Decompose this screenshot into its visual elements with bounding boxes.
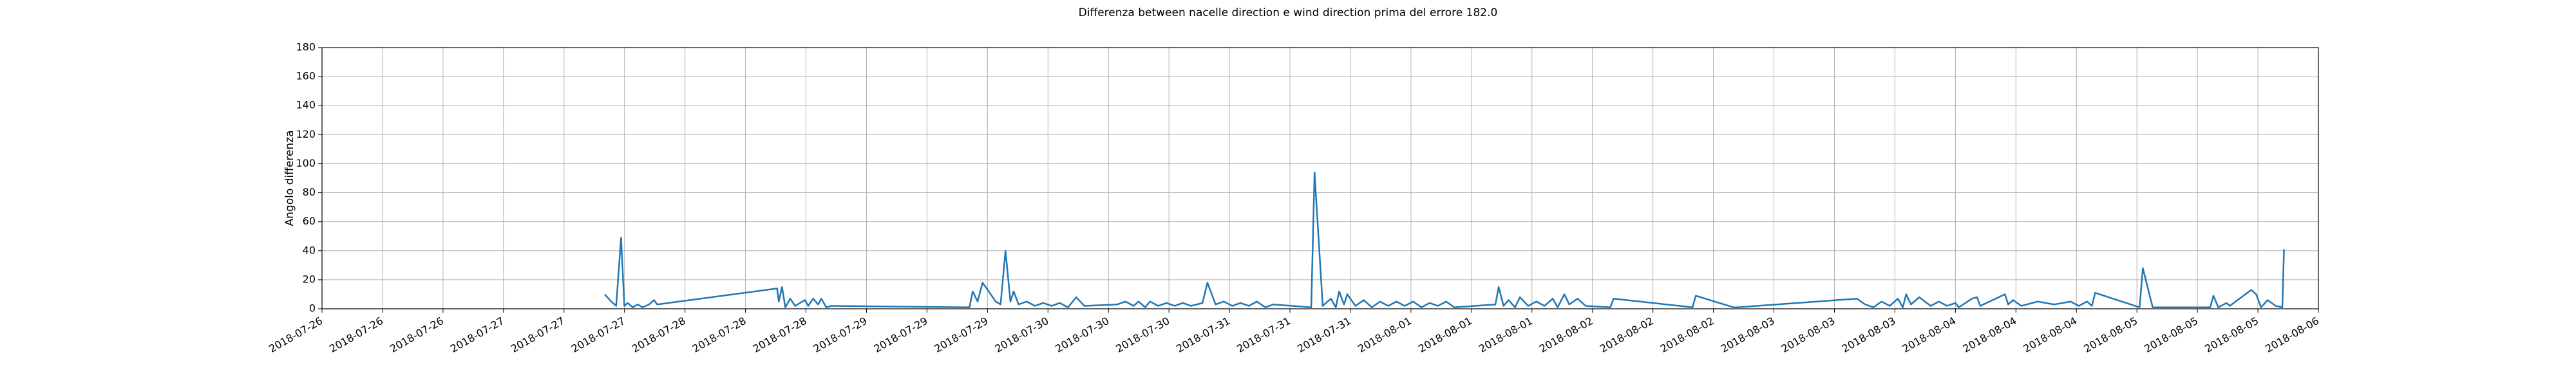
- y-tick-label: 120: [296, 128, 316, 140]
- x-tick-label: 2018-07-28: [690, 315, 748, 355]
- y-tick-label: 0: [309, 302, 316, 315]
- x-tick-label: 2018-07-26: [267, 315, 325, 355]
- y-tick-label: 60: [303, 215, 316, 227]
- x-tick-label: 2018-08-01: [1416, 315, 1474, 355]
- x-tick-label: 2018-08-03: [1719, 315, 1777, 355]
- x-tick-label: 2018-08-02: [1658, 315, 1716, 355]
- x-tick-label: 2018-07-26: [327, 315, 385, 355]
- y-tick-label: 20: [303, 273, 316, 285]
- data-line: [604, 171, 2285, 308]
- x-tick-label: 2018-07-29: [933, 315, 990, 355]
- y-tick-label: 180: [296, 41, 316, 53]
- y-axis-label: Angolo differenza: [283, 131, 296, 226]
- x-tick-label: 2018-08-05: [2142, 315, 2200, 355]
- chart-title: Differenza between nacelle direction e w…: [1079, 6, 1498, 19]
- x-tick-label: 2018-08-05: [2081, 315, 2139, 355]
- x-tick-label: 2018-08-03: [1840, 315, 1898, 355]
- x-tick-label: 2018-08-04: [1961, 315, 2019, 355]
- x-tick-label: 2018-08-04: [1900, 315, 1958, 355]
- x-tick-label: 2018-07-30: [1113, 315, 1171, 355]
- x-tick-label: 2018-07-31: [1174, 315, 1232, 355]
- y-tick-label: 100: [296, 157, 316, 169]
- x-tick-label: 2018-07-29: [811, 315, 869, 355]
- x-tick-label: 2018-07-31: [1235, 315, 1293, 355]
- x-tick-label: 2018-08-02: [1598, 315, 1656, 355]
- x-tick-label: 2018-07-30: [1053, 315, 1111, 355]
- x-tick-label: 2018-07-29: [872, 315, 930, 355]
- x-tick-label: 2018-07-27: [448, 315, 506, 355]
- x-tick-label: 2018-07-28: [751, 315, 809, 355]
- x-tick-label: 2018-08-04: [2021, 315, 2079, 355]
- y-tick-label: 140: [296, 99, 316, 111]
- x-tick-label: 2018-07-26: [388, 315, 446, 355]
- x-tick-label: 2018-08-01: [1356, 315, 1414, 355]
- x-tick-label: 2018-08-02: [1537, 315, 1595, 355]
- x-tick-label: 2018-07-28: [630, 315, 688, 355]
- x-tick-label: 2018-07-31: [1295, 315, 1353, 355]
- x-tick-label: 2018-08-06: [2263, 315, 2321, 355]
- x-tick-label: 2018-07-30: [992, 315, 1050, 355]
- y-tick-label: 160: [296, 70, 316, 82]
- x-tick-label: 2018-07-27: [509, 315, 567, 355]
- y-tick-label: 40: [303, 244, 316, 256]
- x-tick-label: 2018-08-01: [1477, 315, 1535, 355]
- plot-frame: [321, 47, 2319, 309]
- y-tick-label: 80: [303, 186, 316, 198]
- x-tick-label: 2018-08-03: [1779, 315, 1837, 355]
- x-tick-label: 2018-07-27: [569, 315, 627, 355]
- x-tick-label: 2018-08-05: [2202, 315, 2260, 355]
